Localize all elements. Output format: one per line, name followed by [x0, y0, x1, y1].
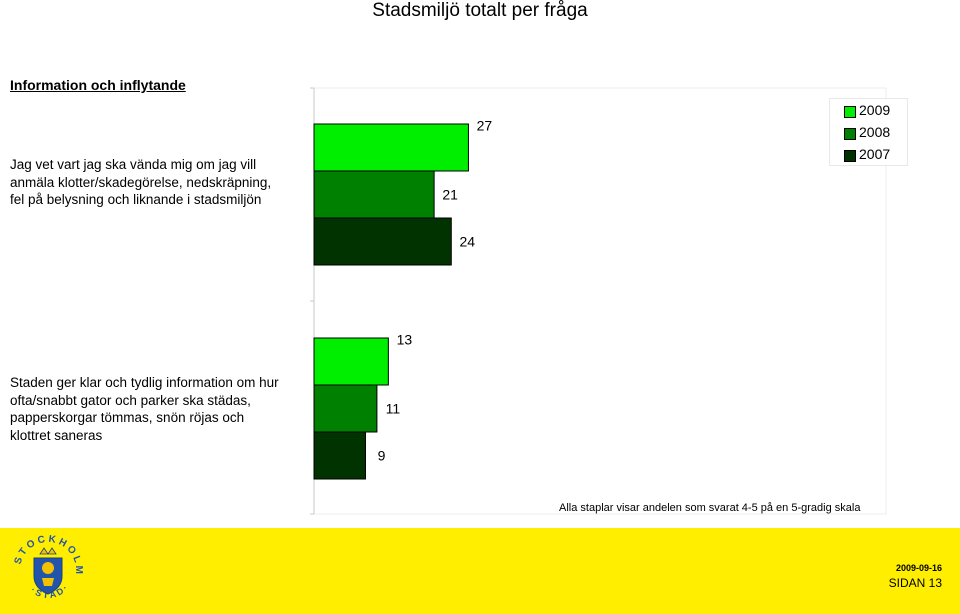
stockholm-stad-logo: S T O C K H O L M S · S T A D · — [12, 530, 84, 600]
bar-2008-category-1 — [313, 170, 435, 219]
data-label-2008-category-1: 21 — [442, 187, 458, 203]
legend-swatch-2007 — [844, 150, 856, 162]
category-label-2: Staden ger klar och tydlig information o… — [10, 375, 279, 443]
bar-2009-category-2 — [313, 337, 389, 386]
legend-label-2007: 2007 — [859, 146, 891, 162]
data-label-2007-category-2: 9 — [378, 448, 386, 464]
section-heading: Information och inflytande — [10, 77, 186, 93]
legend-swatch-2009 — [844, 106, 856, 118]
bar-2008-category-2 — [313, 384, 378, 433]
chart-legend: 2009 2008 2007 — [829, 98, 908, 166]
page-number: SIDAN 13 — [888, 576, 942, 590]
data-label-2007-category-1: 24 — [459, 234, 475, 250]
footer-bar: S T O C K H O L M S · S T A D · 2009-09-… — [0, 528, 960, 614]
category-label-1: Jag vet vart jag ska vända mig om jag vi… — [10, 157, 272, 207]
footer-date: 2009-09-16 — [895, 563, 942, 573]
footnote: Alla staplar visar andelen som svarat 4-… — [559, 502, 861, 514]
data-label-2009-category-2: 13 — [397, 332, 413, 348]
bar-chart: 27 13 21 11 24 9 — [310, 87, 887, 515]
legend-label-2008: 2008 — [859, 124, 891, 140]
bar-2009-category-1 — [313, 123, 469, 172]
bar-2007-category-2 — [313, 431, 366, 480]
data-label-2008-category-2: 11 — [386, 401, 401, 417]
data-label-2009-category-1: 27 — [477, 118, 493, 134]
legend-label-2009: 2009 — [859, 102, 891, 118]
page-title: Stadsmiljö totalt per fråga — [372, 0, 588, 21]
legend-swatch-2008 — [844, 128, 856, 140]
bar-2007-category-1 — [313, 217, 452, 266]
